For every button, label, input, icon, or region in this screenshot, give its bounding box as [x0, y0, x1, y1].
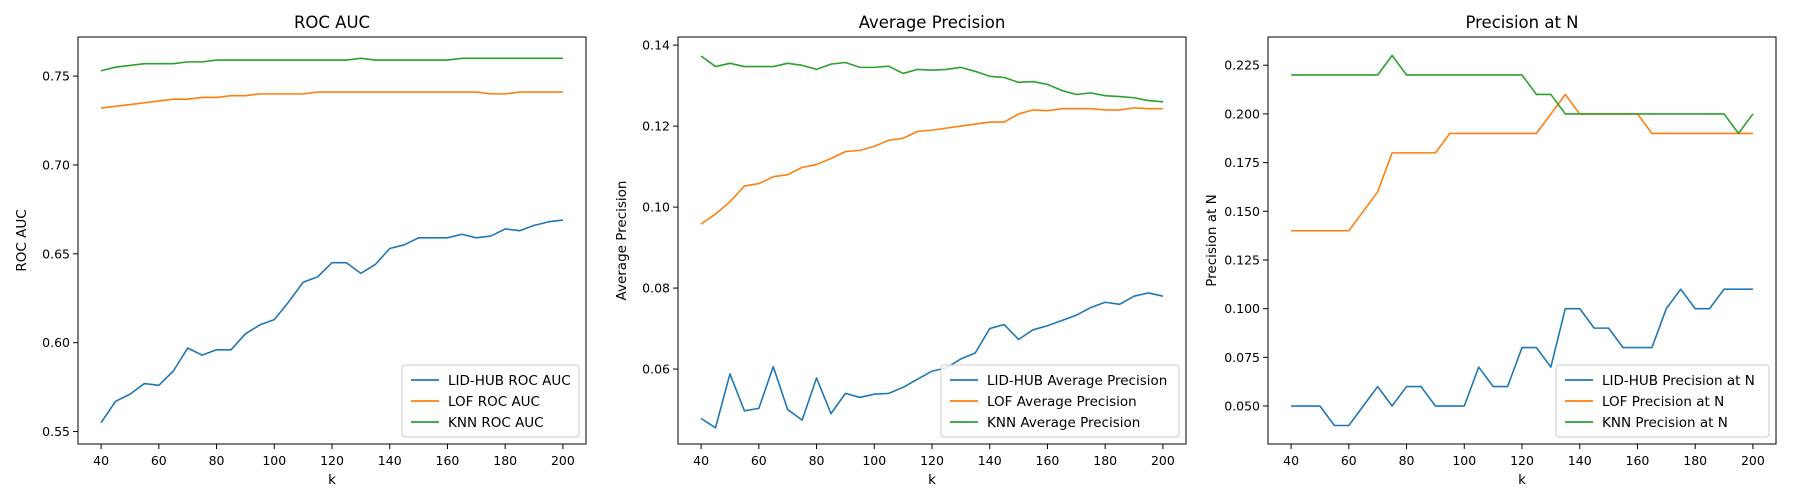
x-tick-label: 40 — [693, 453, 709, 468]
y-tick-label: 0.65 — [42, 246, 70, 261]
legend-label: KNN Average Precision — [987, 415, 1140, 431]
series-line-2 — [1291, 93, 1753, 232]
x-tick-label: 180 — [493, 453, 517, 468]
legend-label: KNN Precision at N — [1602, 415, 1728, 431]
y-tick-label: 0.175 — [1224, 155, 1260, 170]
y-tick-label: 0.70 — [42, 157, 70, 172]
legend-label: LOF ROC AUC — [448, 394, 540, 410]
series-line-1 — [700, 292, 1164, 429]
legend-box — [1555, 364, 1770, 438]
x-tick-label: 60 — [151, 453, 167, 468]
x-tick-label: 120 — [920, 453, 944, 468]
y-tick-label: 0.06 — [642, 362, 670, 377]
legend-label: LOF Precision at N — [1602, 394, 1724, 410]
y-tick-label: 0.12 — [642, 119, 670, 134]
x-axis-label: k — [1518, 472, 1526, 488]
x-tick-label: 100 — [1452, 453, 1476, 468]
series-line-3 — [1291, 54, 1754, 135]
x-tick-label: 200 — [1151, 453, 1175, 468]
y-axis-label: Average Precision — [614, 181, 630, 301]
legend-label: LID-HUB ROC AUC — [448, 373, 571, 389]
x-tick-label: 160 — [436, 453, 460, 468]
x-axis-label: k — [928, 472, 936, 488]
chart-title: ROC AUC — [294, 13, 370, 32]
x-tick-label: 100 — [262, 453, 286, 468]
chart-title: Precision at N — [1465, 13, 1578, 32]
y-tick-label: 0.225 — [1224, 58, 1260, 73]
chart-panel-1: 40 60 80 100 120 140 160 180 200 0.55 0.60 0.65 0.70… — [14, 13, 587, 488]
chart-panel-2: 40 60 80 100 120 140 160 180 200 0.06 0.08 0.10 0.12… — [614, 13, 1187, 488]
x-axis-label: k — [328, 472, 336, 488]
legend-label: LID-HUB Precision at N — [1602, 373, 1755, 389]
x-tick-label: 160 — [1626, 453, 1650, 468]
x-tick-label: 200 — [551, 453, 575, 468]
y-tick-label: 0.125 — [1224, 252, 1260, 267]
y-axis-label: Precision at N — [1204, 194, 1220, 286]
series-line-2 — [700, 107, 1163, 225]
legend: LID-HUB Average Precision LOF Average Pre… — [940, 364, 1180, 438]
x-tick-label: 140 — [978, 453, 1002, 468]
series-line-3 — [700, 55, 1163, 103]
y-tick-label: 0.100 — [1224, 301, 1260, 316]
x-tick-label: 180 — [1093, 453, 1117, 468]
y-tick-label: 0.075 — [1224, 350, 1260, 365]
y-tick-label: 0.08 — [642, 281, 670, 296]
x-tick-label: 140 — [1568, 453, 1592, 468]
y-tick-label: 0.75 — [42, 69, 70, 84]
x-tick-label: 160 — [1036, 453, 1060, 468]
legend-label: LID-HUB Average Precision — [987, 373, 1167, 389]
x-tick-label: 80 — [809, 453, 825, 468]
x-tick-label: 80 — [209, 453, 225, 468]
legend-box — [401, 364, 580, 438]
y-tick-label: 0.200 — [1224, 106, 1260, 121]
legend-label: KNN ROC AUC — [448, 415, 544, 431]
chart-title: Average Precision — [859, 13, 1006, 32]
x-tick-label: 80 — [1399, 453, 1415, 468]
legend: LID-HUB Precision at N LOF Precision at N… — [1555, 364, 1770, 438]
x-tick-label: 140 — [378, 453, 402, 468]
x-tick-label: 120 — [320, 453, 344, 468]
x-tick-label: 60 — [751, 453, 767, 468]
series-line-1 — [100, 219, 564, 424]
series-line-1 — [1291, 288, 1753, 427]
legend: LID-HUB ROC AUC LOF ROC AUC KNN ROC AUC — [401, 364, 580, 438]
x-tick-label: 180 — [1683, 453, 1707, 468]
y-tick-label: 0.050 — [1224, 399, 1260, 414]
x-tick-label: 60 — [1341, 453, 1357, 468]
x-tick-label: 40 — [93, 453, 109, 468]
x-tick-label: 120 — [1510, 453, 1534, 468]
y-tick-label: 0.150 — [1224, 204, 1260, 219]
y-axis-label: ROC AUC — [14, 209, 30, 271]
y-tick-label: 0.55 — [42, 424, 70, 439]
series-line-3 — [100, 57, 563, 72]
legend-box — [940, 364, 1180, 438]
y-tick-label: 0.60 — [42, 335, 70, 350]
y-tick-label: 0.14 — [642, 38, 670, 53]
chart-panel-3: 40 60 80 100 120 140 160 180 200 0.050 0.075 0.100 0… — [1204, 13, 1777, 488]
x-tick-label: 200 — [1741, 453, 1765, 468]
x-tick-label: 40 — [1283, 453, 1299, 468]
x-tick-label: 100 — [862, 453, 886, 468]
series-line-2 — [100, 91, 563, 109]
y-tick-label: 0.10 — [642, 200, 670, 215]
legend-label: LOF Average Precision — [987, 394, 1137, 410]
